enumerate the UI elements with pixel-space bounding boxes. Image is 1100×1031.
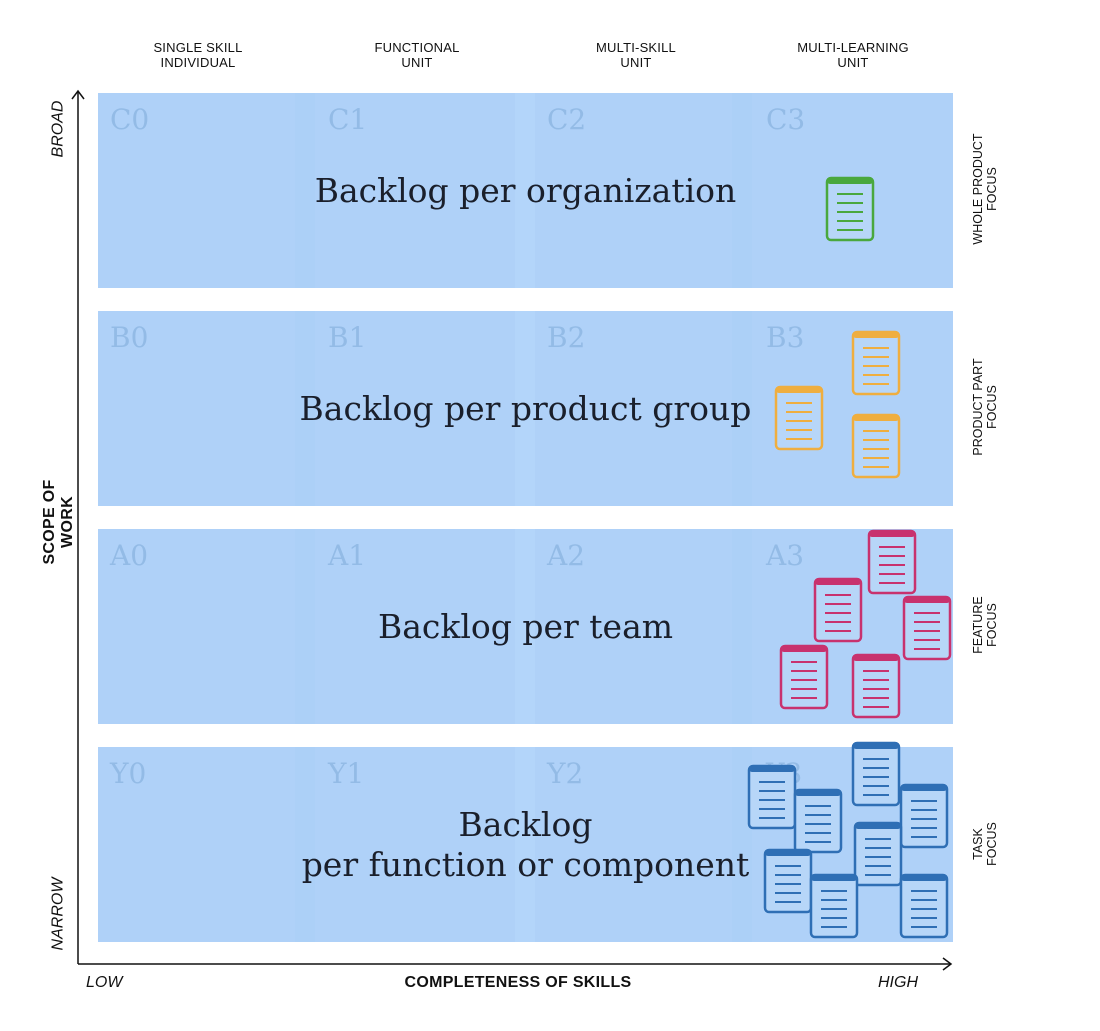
- row-title-product-group: Backlog per product group: [299, 389, 752, 428]
- backlog-document-icon: [779, 644, 829, 710]
- backlog-document-icon: [902, 595, 952, 661]
- cell-code-b0: B0: [110, 321, 149, 354]
- backlog-document-icon: [853, 821, 903, 887]
- backlog-document-icon: [793, 788, 843, 854]
- y-axis-top-label: BROAD: [49, 100, 67, 158]
- backlog-document-icon: [825, 176, 875, 242]
- backlog-document-icon: [851, 413, 901, 479]
- backlog-document-icon: [813, 577, 863, 643]
- backlog-document-icon: [774, 385, 824, 451]
- cell-code-c0: C0: [110, 103, 150, 136]
- backlog-document-icon: [899, 783, 949, 849]
- backlog-document-icon: [899, 873, 949, 939]
- cell-code-a3: A3: [766, 539, 805, 572]
- cell-code-y2: Y2: [547, 757, 584, 790]
- x-axis-title: COMPLETENESS OF SKILLS: [404, 974, 632, 991]
- cell-code-c1: C1: [328, 103, 368, 136]
- y-axis-title: SCOPE OF WORK: [41, 479, 76, 565]
- cell-code-c2: C2: [547, 103, 587, 136]
- backlog-document-icon: [851, 653, 901, 719]
- cell-code-y1: Y1: [328, 757, 365, 790]
- x-axis-right-label: HIGH: [878, 974, 918, 991]
- cell-code-b3: B3: [766, 321, 805, 354]
- backlog-document-icon: [809, 873, 859, 939]
- x-axis-arrow-icon: [942, 957, 953, 971]
- row-title-function-or-component: Backlog per function or component: [301, 805, 750, 884]
- cell-code-a0: A0: [110, 539, 149, 572]
- column-header-multi-learning-unit: MULTI-LEARNING UNIT: [797, 40, 909, 70]
- row-band-organization: C0 C1 C2 C3 Backlog per organization: [98, 93, 953, 288]
- cell-code-a1: A1: [328, 539, 367, 572]
- column-header-multi-skill-unit: MULTI-SKILL UNIT: [596, 40, 676, 70]
- y-axis-bottom-label: NARROW: [49, 877, 67, 951]
- backlog-document-icon: [851, 741, 901, 807]
- backlog-document-icon: [851, 330, 901, 396]
- backlog-document-icon: [867, 529, 917, 595]
- row-title-organization: Backlog per organization: [314, 171, 737, 210]
- y-axis-arrow-icon: [71, 89, 85, 100]
- column-header-functional-unit: FUNCTIONAL UNIT: [374, 40, 460, 70]
- cell-code-c3: C3: [766, 103, 806, 136]
- cell-code-a2: A2: [547, 539, 586, 572]
- x-axis-left-label: LOW: [86, 974, 123, 991]
- column-header-single-skill-individual: SINGLE SKILL INDIVIDUAL: [153, 40, 243, 70]
- cell-code-b2: B2: [547, 321, 586, 354]
- backlog-document-icon: [747, 764, 797, 830]
- row-title-team: Backlog per team: [377, 607, 674, 646]
- backlog-document-icon: [763, 848, 813, 914]
- cell-code-y0: Y0: [110, 757, 147, 790]
- cell-code-b1: B1: [328, 321, 367, 354]
